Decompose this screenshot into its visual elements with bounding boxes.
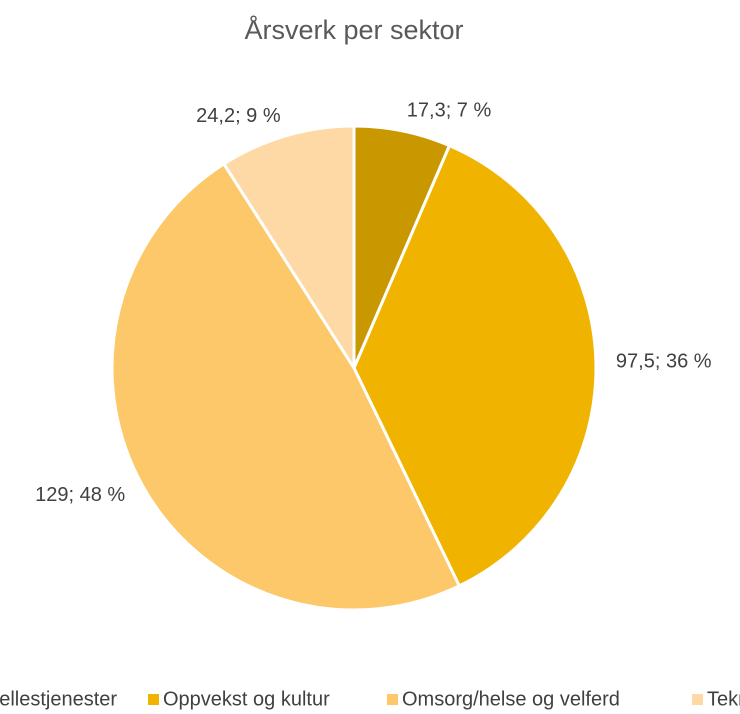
legend-marker [692, 694, 703, 705]
legend-label: Fellestjenester [0, 688, 117, 710]
data-label: 17,3; 7 % [407, 100, 492, 122]
data-label: 129; 48 % [35, 484, 125, 506]
legend-marker [148, 694, 159, 705]
legend-marker [387, 694, 398, 705]
chart-title: Årsverk per sektor [244, 14, 463, 45]
data-label: 24,2; 9 % [196, 105, 281, 127]
pie-slice [221, 124, 356, 374]
pie-slice [352, 143, 598, 588]
data-label: 97,5; 36 % [616, 350, 712, 372]
legend-label: Oppvekst og kultur [163, 688, 330, 710]
pie-slice [110, 161, 462, 612]
legend-label: Teknisk [707, 688, 740, 710]
legend-label: Omsorg/helse og velferd [402, 688, 620, 710]
